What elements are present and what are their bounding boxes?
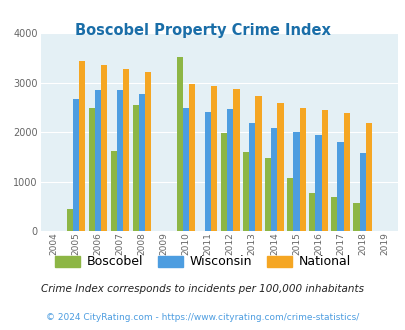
Bar bbox=[117, 90, 123, 231]
Bar bbox=[101, 65, 107, 231]
Bar bbox=[337, 142, 343, 231]
Bar bbox=[299, 108, 305, 231]
Bar bbox=[309, 193, 315, 231]
Bar bbox=[264, 158, 271, 231]
Bar bbox=[233, 89, 239, 231]
Bar bbox=[66, 209, 72, 231]
Bar bbox=[220, 133, 227, 231]
Bar bbox=[189, 84, 195, 231]
Bar bbox=[286, 178, 293, 231]
Bar bbox=[343, 113, 349, 231]
Bar bbox=[255, 96, 261, 231]
Bar bbox=[177, 57, 183, 231]
Text: © 2024 CityRating.com - https://www.cityrating.com/crime-statistics/: © 2024 CityRating.com - https://www.city… bbox=[46, 313, 359, 322]
Bar bbox=[277, 103, 283, 231]
Bar bbox=[111, 151, 117, 231]
Bar bbox=[123, 69, 129, 231]
Bar bbox=[243, 152, 249, 231]
Text: Crime Index corresponds to incidents per 100,000 inhabitants: Crime Index corresponds to incidents per… bbox=[41, 284, 364, 294]
Bar bbox=[132, 105, 139, 231]
Bar bbox=[352, 203, 358, 231]
Bar bbox=[211, 86, 217, 231]
Legend: Boscobel, Wisconsin, National: Boscobel, Wisconsin, National bbox=[50, 250, 355, 274]
Bar bbox=[88, 108, 95, 231]
Bar bbox=[95, 90, 101, 231]
Bar bbox=[271, 128, 277, 231]
Bar bbox=[72, 99, 79, 231]
Text: Boscobel Property Crime Index: Boscobel Property Crime Index bbox=[75, 23, 330, 38]
Bar bbox=[249, 123, 255, 231]
Bar bbox=[365, 123, 371, 231]
Bar bbox=[145, 72, 151, 231]
Bar bbox=[79, 61, 85, 231]
Bar bbox=[293, 132, 299, 231]
Bar bbox=[183, 108, 189, 231]
Bar bbox=[330, 197, 337, 231]
Bar bbox=[321, 110, 327, 231]
Bar bbox=[227, 109, 233, 231]
Bar bbox=[205, 112, 211, 231]
Bar bbox=[139, 94, 145, 231]
Bar bbox=[358, 153, 365, 231]
Bar bbox=[315, 135, 321, 231]
